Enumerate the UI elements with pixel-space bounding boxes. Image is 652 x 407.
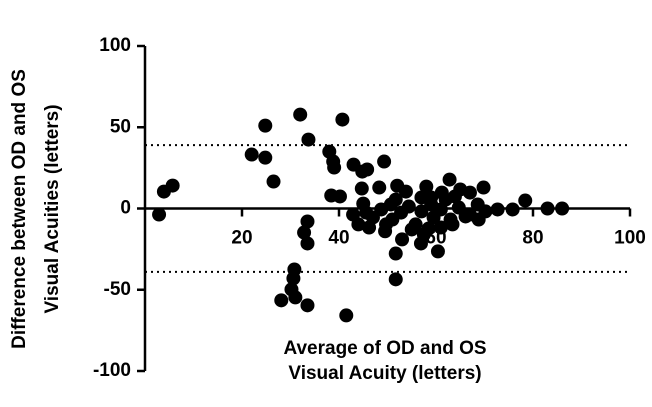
point — [293, 107, 308, 122]
point — [300, 214, 315, 229]
point — [359, 205, 374, 220]
point — [300, 298, 315, 313]
point — [398, 184, 413, 199]
point — [327, 160, 342, 175]
point — [555, 201, 570, 216]
point — [433, 220, 448, 235]
point — [152, 207, 167, 222]
point — [426, 210, 441, 225]
point — [388, 192, 403, 207]
y-tick-label: 100 — [99, 35, 131, 56]
point — [351, 217, 366, 232]
point — [165, 178, 180, 193]
y-tick-label: 0 — [120, 198, 131, 219]
point — [362, 220, 377, 235]
x-tick-label: 100 — [614, 228, 646, 249]
x-tick-label: 20 — [231, 228, 252, 249]
point — [385, 212, 400, 227]
point — [434, 185, 449, 200]
point — [332, 189, 347, 204]
point — [354, 181, 369, 196]
y-axis-label: Difference between OD and OS — [9, 69, 30, 349]
x-axis-label: Visual Acuity (letters) — [288, 363, 481, 384]
point — [476, 180, 491, 195]
point — [395, 232, 410, 247]
point — [445, 217, 460, 232]
y-tick-label: -100 — [93, 360, 131, 381]
point — [442, 172, 457, 187]
point — [540, 201, 555, 216]
y-axis-label: Visual Acuities (letters) — [42, 104, 63, 313]
point — [470, 197, 485, 212]
point — [372, 180, 387, 195]
x-tick-label: 40 — [328, 228, 349, 249]
point — [258, 150, 273, 165]
point — [339, 308, 354, 323]
point — [414, 204, 429, 219]
x-tick-label: 80 — [522, 228, 543, 249]
point — [335, 112, 350, 127]
point — [404, 222, 419, 237]
point — [416, 227, 431, 242]
point — [244, 147, 259, 162]
point — [430, 244, 445, 259]
point — [360, 162, 375, 177]
point — [518, 193, 533, 208]
point — [388, 246, 403, 261]
y-tick-label: 50 — [110, 116, 131, 137]
point — [286, 271, 301, 286]
point — [288, 290, 303, 305]
point — [505, 202, 520, 217]
point — [462, 207, 477, 222]
point — [451, 200, 466, 215]
point — [258, 118, 273, 133]
point — [378, 224, 393, 239]
point — [301, 132, 316, 147]
point — [297, 225, 312, 240]
point — [414, 190, 429, 205]
point — [377, 154, 392, 169]
point — [274, 293, 289, 308]
y-tick-label: -50 — [104, 279, 131, 300]
point — [424, 190, 439, 205]
point — [388, 272, 403, 287]
point — [300, 236, 315, 251]
x-axis-label: Average of OD and OS — [283, 338, 486, 359]
point — [490, 202, 505, 217]
point — [266, 174, 281, 189]
point — [419, 179, 434, 194]
